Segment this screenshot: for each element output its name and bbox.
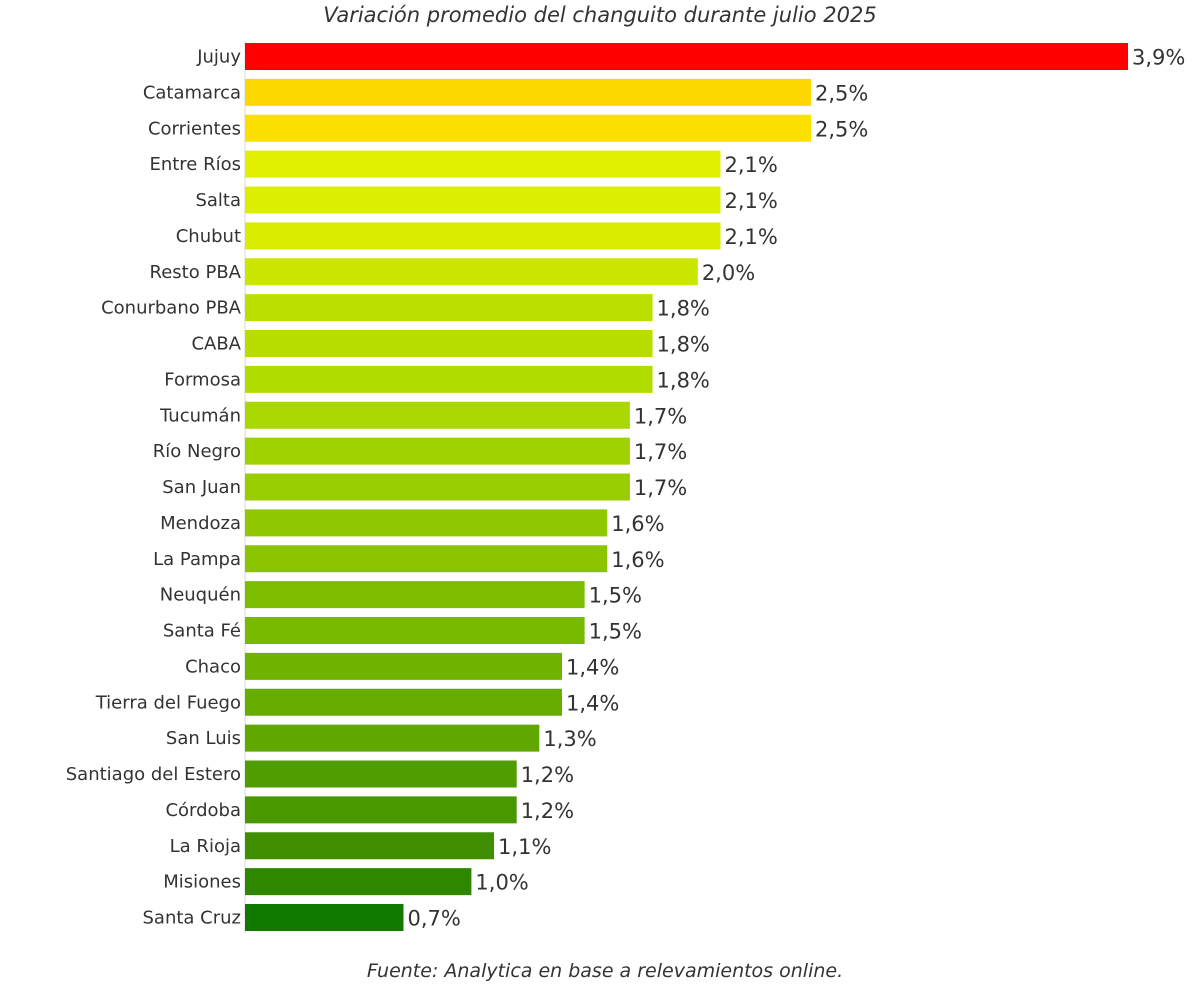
category-label: Entre Ríos [149,154,241,175]
category-label: Tierra del Fuego [95,692,241,713]
data-label: 1,0% [475,871,528,895]
category-label: Jujuy [196,47,241,68]
data-label: 1,8% [657,368,710,392]
category-label: Formosa [164,369,241,390]
category-label: Chaco [185,656,241,677]
data-label: 1,5% [589,584,642,608]
bar [245,186,721,214]
chart-title: Variación promedio del changuito durante… [323,3,877,27]
bar [245,150,721,178]
data-label: 2,5% [815,81,868,105]
category-label: La Rioja [170,836,241,857]
bar [245,401,630,429]
category-label: La Pampa [153,549,241,570]
category-label: Resto PBA [150,262,242,283]
data-label: 1,6% [611,548,664,572]
category-label: Santiago del Estero [66,764,241,785]
category-label: Corrientes [148,118,241,139]
data-label: 2,5% [815,117,868,141]
category-label: Santa Cruz [143,908,242,929]
bar [245,258,698,286]
category-label: CABA [191,334,241,355]
bar [245,652,562,680]
bar [245,294,653,322]
bar [245,760,517,788]
category-label: Catamarca [143,82,241,103]
bar [245,222,721,250]
category-label: San Luis [166,728,241,749]
bar [245,868,472,896]
category-label: Córdoba [165,800,241,821]
chart-source: Fuente: Analytica en base a relevamiento… [366,960,844,982]
data-label: 1,6% [611,512,664,536]
category-label: Misiones [163,872,241,893]
category-label: Chubut [176,226,241,247]
data-label: 1,7% [634,476,687,500]
category-label: San Juan [162,477,241,498]
bar [245,832,495,860]
category-label: Salta [195,190,241,211]
bar [245,330,653,357]
data-label: 1,2% [521,763,574,787]
data-label: 1,4% [566,691,619,715]
data-label: 1,5% [589,620,642,644]
data-label: 1,7% [634,440,687,464]
data-label: 0,7% [407,907,460,931]
bar [245,437,630,465]
bar [245,581,585,609]
data-label: 2,1% [724,225,777,249]
bar [245,473,630,501]
bar [245,904,404,931]
data-label: 3,9% [1132,46,1185,70]
bar [245,545,608,573]
bar [245,509,608,537]
bar [245,365,653,393]
data-label: 2,1% [724,153,777,177]
data-label: 1,7% [634,404,687,428]
data-label: 1,4% [566,655,619,679]
data-label: 1,8% [657,333,710,357]
bar [245,796,517,824]
bar [245,724,540,752]
category-label: Conurbano PBA [101,298,242,319]
data-label: 1,8% [657,297,710,321]
category-label: Neuquén [160,585,241,606]
category-label: Tucumán [159,405,241,426]
bar [245,617,585,644]
data-label: 1,3% [543,727,596,751]
bar [245,78,812,106]
bar [245,114,812,142]
category-label: Río Negro [153,441,241,462]
category-label: Santa Fé [163,621,241,642]
category-label: Mendoza [160,513,241,534]
bar [245,43,1128,70]
data-label: 1,2% [521,799,574,823]
data-label: 2,0% [702,261,755,285]
bar [245,688,562,716]
data-label: 2,1% [724,189,777,213]
data-label: 1,1% [498,835,551,859]
